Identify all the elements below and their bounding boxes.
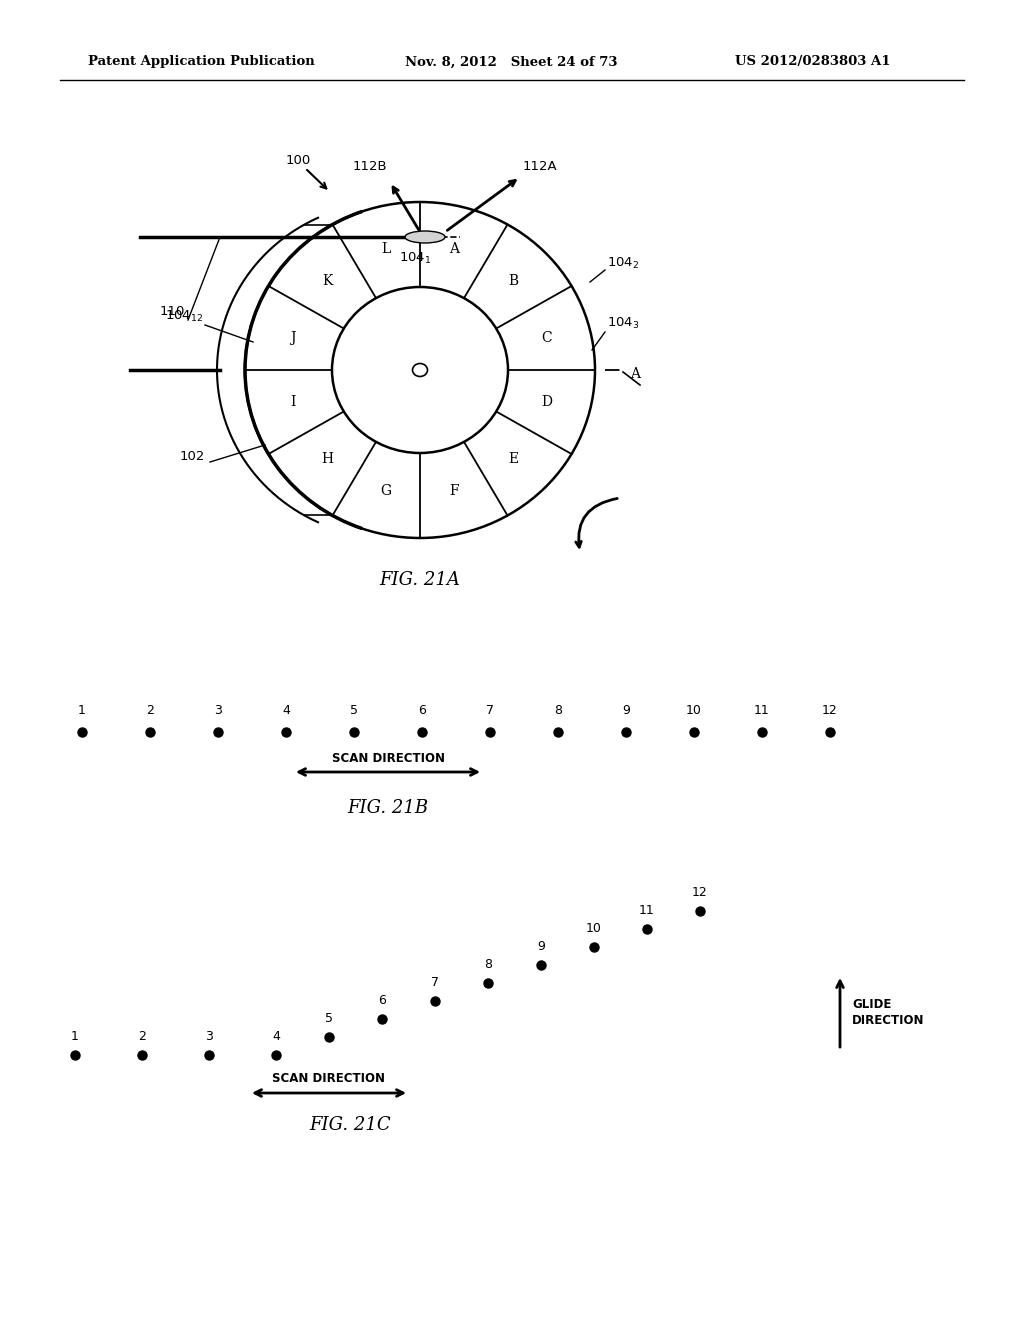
Text: B: B: [508, 275, 518, 288]
Text: 5: 5: [325, 1012, 333, 1026]
Text: 3: 3: [214, 704, 222, 717]
Text: FIG. 21A: FIG. 21A: [380, 572, 461, 589]
Text: 12: 12: [692, 887, 708, 899]
Text: 112B: 112B: [352, 161, 387, 173]
Text: $104_3$: $104_3$: [607, 315, 640, 331]
Text: 3: 3: [205, 1031, 213, 1044]
Text: 6: 6: [378, 994, 386, 1007]
Text: 2: 2: [138, 1031, 146, 1044]
Text: C: C: [542, 330, 552, 345]
Text: 7: 7: [431, 977, 439, 990]
Text: I: I: [290, 396, 296, 409]
Text: F: F: [450, 484, 459, 498]
Text: 7: 7: [486, 704, 494, 717]
Text: 11: 11: [754, 704, 770, 717]
Text: $104_{12}$: $104_{12}$: [165, 309, 203, 325]
Ellipse shape: [332, 286, 508, 453]
Text: 5: 5: [350, 704, 358, 717]
Text: K: K: [322, 275, 332, 288]
Text: 9: 9: [537, 940, 545, 953]
Text: G: G: [380, 484, 391, 498]
Text: 12: 12: [822, 704, 838, 717]
Text: D: D: [542, 396, 553, 409]
Text: 1: 1: [78, 704, 86, 717]
Text: SCAN DIRECTION: SCAN DIRECTION: [272, 1072, 385, 1085]
Text: FIG. 21C: FIG. 21C: [309, 1115, 391, 1134]
Text: 10: 10: [686, 704, 701, 717]
Text: Patent Application Publication: Patent Application Publication: [88, 55, 314, 69]
Text: E: E: [508, 451, 518, 466]
Text: L: L: [381, 242, 390, 256]
Text: A: A: [450, 242, 459, 256]
Text: 6: 6: [418, 704, 426, 717]
Text: $104_2$: $104_2$: [607, 256, 639, 271]
Ellipse shape: [406, 231, 445, 243]
Text: 102: 102: [179, 450, 205, 463]
Text: SCAN DIRECTION: SCAN DIRECTION: [332, 751, 444, 764]
Text: H: H: [321, 451, 333, 466]
Text: A: A: [630, 367, 640, 381]
Text: 8: 8: [554, 704, 562, 717]
Text: 100: 100: [286, 153, 310, 166]
Text: FIG. 21B: FIG. 21B: [347, 799, 429, 817]
Text: J: J: [290, 330, 296, 345]
Text: US 2012/0283803 A1: US 2012/0283803 A1: [735, 55, 891, 69]
Text: 4: 4: [282, 704, 290, 717]
Text: 4: 4: [272, 1031, 280, 1044]
Text: 2: 2: [146, 704, 154, 717]
Text: 1: 1: [71, 1031, 79, 1044]
Ellipse shape: [245, 202, 595, 539]
Text: 9: 9: [622, 704, 630, 717]
Text: 10: 10: [586, 923, 602, 936]
Text: Nov. 8, 2012   Sheet 24 of 73: Nov. 8, 2012 Sheet 24 of 73: [406, 55, 617, 69]
Text: GLIDE
DIRECTION: GLIDE DIRECTION: [852, 998, 925, 1027]
Text: 112A: 112A: [522, 161, 557, 173]
Text: 8: 8: [484, 958, 492, 972]
Text: 11: 11: [639, 904, 655, 917]
Text: 110: 110: [160, 305, 185, 318]
Text: $104_1$: $104_1$: [398, 251, 431, 267]
